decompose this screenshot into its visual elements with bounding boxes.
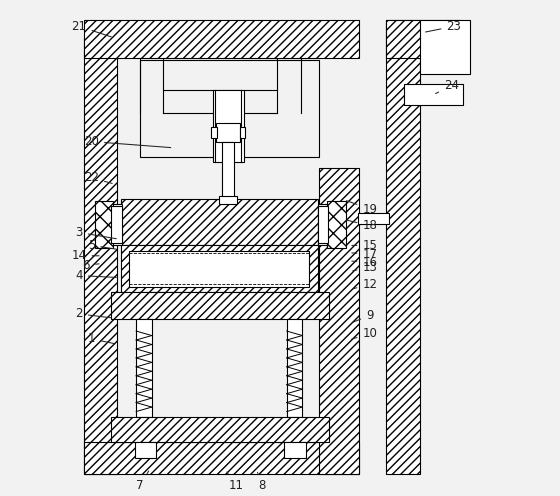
Bar	[111, 417, 329, 441]
Bar	[222, 141, 234, 199]
Text: 8: 8	[258, 472, 265, 492]
Text: 17: 17	[352, 248, 377, 261]
Bar	[319, 168, 360, 474]
Text: 18: 18	[347, 219, 377, 232]
Text: 19: 19	[347, 201, 377, 216]
Text: 15: 15	[352, 239, 377, 252]
Text: 12: 12	[353, 278, 377, 291]
Text: 22: 22	[84, 172, 112, 185]
Text: 10: 10	[352, 327, 377, 340]
Bar	[111, 292, 329, 319]
Text: 11: 11	[227, 472, 244, 492]
Bar	[140, 60, 319, 157]
Text: 20: 20	[84, 135, 171, 148]
Bar	[136, 319, 152, 417]
Bar	[84, 38, 118, 474]
Bar	[216, 124, 240, 141]
Bar	[318, 204, 327, 246]
Bar	[386, 19, 461, 59]
Text: 4: 4	[76, 269, 116, 282]
Text: 2: 2	[76, 308, 111, 320]
Bar	[358, 213, 389, 224]
Text: 21: 21	[72, 20, 111, 37]
Bar	[212, 127, 217, 138]
Text: 24: 24	[436, 79, 459, 94]
Bar	[113, 204, 122, 246]
Text: 6: 6	[82, 258, 99, 272]
Text: 3: 3	[76, 226, 116, 239]
Text: 23: 23	[426, 20, 461, 33]
Bar	[240, 127, 245, 138]
Bar	[284, 441, 306, 458]
Bar	[84, 441, 359, 474]
Bar	[120, 199, 318, 246]
Bar	[120, 246, 318, 292]
Text: 13: 13	[353, 261, 377, 274]
Text: 1: 1	[88, 332, 114, 345]
Bar	[404, 84, 463, 105]
Text: 14: 14	[72, 249, 99, 262]
Text: 7: 7	[136, 471, 149, 492]
Bar	[134, 441, 156, 458]
Bar	[212, 90, 244, 162]
Text: 16: 16	[352, 255, 377, 268]
Text: 9: 9	[353, 309, 374, 322]
Text: 5: 5	[88, 239, 116, 252]
Bar	[95, 201, 113, 248]
Bar	[327, 201, 346, 248]
Bar	[220, 196, 237, 204]
Bar	[420, 19, 469, 74]
Bar	[111, 206, 122, 244]
Bar	[386, 19, 420, 474]
Bar	[129, 250, 309, 287]
Bar	[84, 19, 359, 59]
Bar	[318, 206, 328, 244]
Bar	[287, 319, 302, 417]
